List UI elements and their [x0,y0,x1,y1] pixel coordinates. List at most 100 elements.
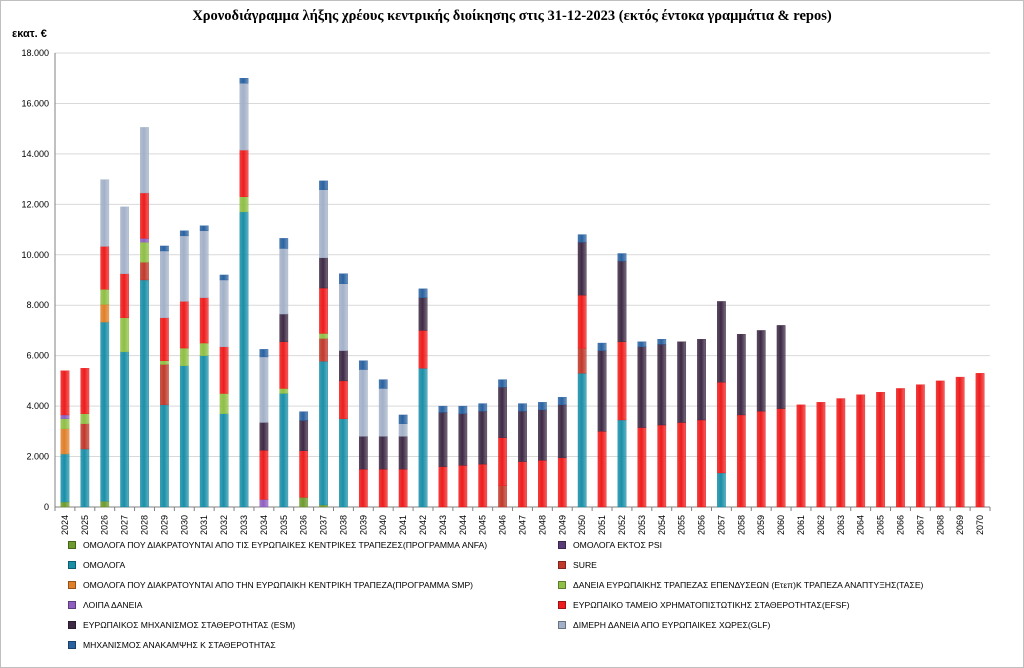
bar-segment [378,379,388,389]
legend-item: ΔΙΜΕΡΗ ΔΑΝΕΙΑ ΑΠΟ ΕΥΡΩΠΑΙΚΕΣ ΧΩΡΕΣ(GLF) [558,620,770,630]
x-tick-label: 2027 [120,515,130,535]
bar-segment [179,230,189,237]
bar-segment [518,461,527,508]
bar-segment [736,334,746,416]
bar-segment [378,468,388,508]
bar-segment [140,262,149,281]
x-tick-label: 2040 [378,515,388,535]
bar-segment [199,355,209,508]
bar-segment [179,235,189,302]
bar-segment [219,393,229,414]
legend-swatch [68,581,76,589]
bar-segment [60,501,70,508]
bar-segment [100,500,110,508]
bar-segment [140,192,149,239]
bar-segment [816,402,826,508]
bar-segment [160,250,169,319]
bar-segment [60,418,70,430]
bar-segment [577,373,587,508]
x-tick-label: 2042 [418,515,428,535]
bar-segment [100,321,110,502]
x-tick-label: 2036 [299,515,309,535]
bar-segment [80,368,90,414]
bar-segment [796,404,806,508]
x-tick-label: 2035 [279,515,289,535]
bar-segment [299,420,309,451]
bar-segment [418,297,428,331]
bar-segment [398,436,408,470]
bar-segment [776,325,786,409]
bar-segment [637,341,647,348]
bar-segment [299,497,309,508]
legend-swatch [558,621,566,629]
legend-label: ΟΜΟΛΟΓΑ [83,560,126,570]
legend-item: ΜΗΧΑΝΙΣΜΟΣ ΑΝΑΚΑΜΨΗΣ Κ ΣΤΑΘΕΡΟΤΗΤΑΣ [68,640,276,650]
bar-segment [538,402,547,411]
bar-segment [637,427,647,508]
bar-segment [617,253,627,262]
bar-segment [140,241,149,263]
bar-segment [617,419,627,508]
legend-swatch [558,541,566,549]
bar-segment [259,422,269,451]
bar-segment [756,410,766,508]
bar-segment [557,457,567,508]
x-tick-label: 2045 [478,515,488,535]
bar-segment [418,368,428,508]
bar-segment [279,388,289,394]
legend-item: SURE [558,560,597,570]
bar-segment [736,414,746,508]
bar-segment [319,333,328,339]
bar-segment [160,404,169,508]
bar-segment [279,393,289,508]
x-tick-label: 2047 [518,515,528,535]
bar-segment [179,365,189,508]
x-tick-label: 2062 [816,515,826,535]
y-tick-label: 16.000 [21,98,49,108]
bar-segment [458,413,468,466]
bar-segment [160,317,169,361]
chart-title: Χρονοδιάγραμμα λήξης χρέους κεντρικής δι… [192,8,832,24]
bar-segment [478,463,488,508]
legend-item: ΔΑΝΕΙΑ ΕΥΡΩΠΑΙΚΗΣ ΤΡΑΠΕΖΑΣ ΕΠΕΝΔΥΣΕΩΝ (Ε… [558,580,923,590]
bar-segment [358,468,368,508]
x-tick-label: 2025 [80,515,90,535]
bar-segment [199,297,209,344]
y-tick-label: 14.000 [21,149,49,159]
bar-segment [199,230,209,298]
legend-label: ΜΗΧΑΝΙΣΜΟΣ ΑΝΑΚΑΜΨΗΣ Κ ΣΤΑΘΕΡΟΤΗΤΑΣ [83,640,276,650]
x-tick-label: 2057 [716,515,726,535]
legend-swatch [558,601,566,609]
x-tick-label: 2061 [796,515,806,535]
bar-segment [259,450,269,500]
bar-segment [319,287,328,334]
x-tick-label: 2067 [915,515,925,535]
bar-segment [358,360,368,370]
bar-segment [896,388,905,508]
x-tick-label: 2033 [239,515,249,535]
bar-segment [657,424,667,508]
x-tick-label: 2032 [219,515,229,535]
x-tick-label: 2043 [438,515,448,535]
bar-segment [259,499,269,508]
x-tick-label: 2030 [179,515,189,535]
bar-segment [319,504,328,508]
x-tick-label: 2059 [756,515,766,535]
legend-label: ΟΜΟΛΟΓΑ ΠΟΥ ΔΙΑΚΡΑΤΟΥΝΤΑΙ ΑΠΟ ΤΗΝ ΕΥΡΩΠΑ… [83,580,474,590]
x-tick-label: 2069 [955,515,965,535]
bar-segment [259,356,269,423]
legend-item: ΕΥΡΩΠΑΙΚΟΣ ΜΗΧΑΝΙΣΜΟΣ ΣΤΑΘΕΡΟΤΗΤΑΣ (ESM) [68,620,295,630]
y-axis-label: εκατ. € [12,28,47,40]
x-tick-label: 2066 [895,515,905,535]
bar-segment [239,149,249,197]
bar-segment [538,460,547,508]
x-tick-label: 2039 [358,515,368,535]
y-tick-label: 4.000 [26,401,49,411]
bar-segment [398,423,408,437]
bar-segment [677,341,687,423]
legend-swatch [558,581,566,589]
x-tick-label: 2053 [637,515,647,535]
bar-segment [915,384,925,508]
x-tick-label: 2055 [677,515,687,535]
